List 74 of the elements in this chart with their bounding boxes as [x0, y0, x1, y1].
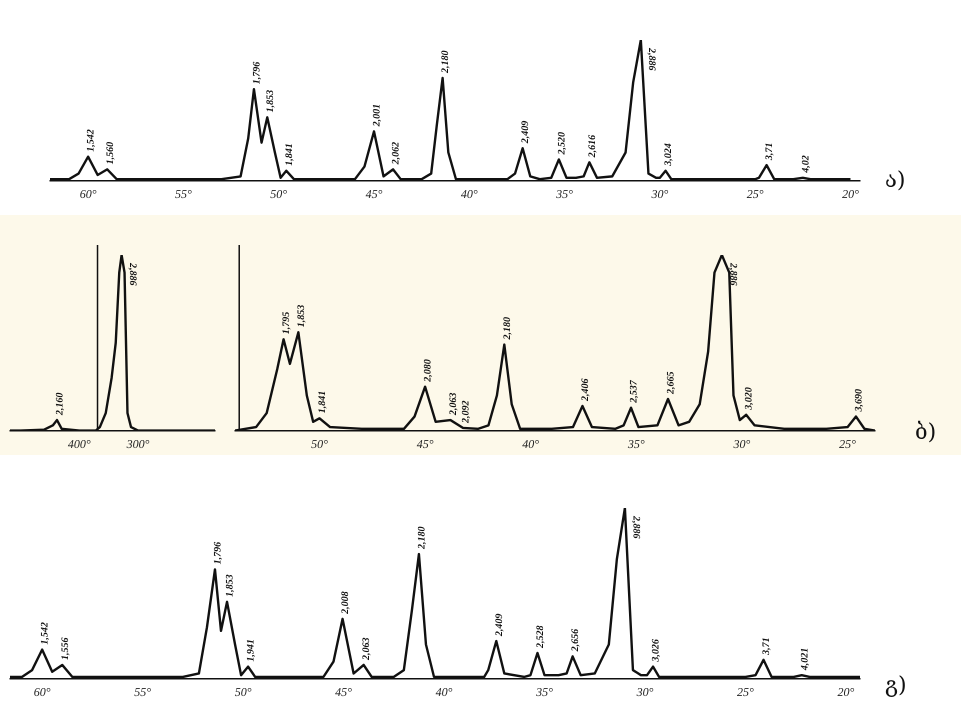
annotation: 1,796	[252, 62, 263, 84]
x-tick-label: 40°	[460, 186, 478, 201]
x-tick-label: 35°	[535, 684, 554, 699]
annotation: 2,409	[494, 614, 505, 638]
x-tick-label: 50°	[270, 186, 288, 201]
annotation: 3,020	[744, 387, 755, 411]
annotation: 2,886	[727, 262, 738, 286]
annotation: 2,080	[422, 359, 434, 383]
annotation: 2,656	[570, 628, 582, 652]
x-tick-label: 60°	[34, 684, 51, 699]
annotation: 1,853	[264, 90, 276, 112]
annotation: 3,026	[650, 639, 662, 663]
annotation: 3,71	[764, 142, 776, 162]
x-tick-label: 50°	[311, 436, 328, 451]
x-tick-label: 55°	[134, 684, 152, 699]
annotation: 2,406	[580, 378, 592, 402]
annotation: 1,796	[212, 542, 224, 564]
annotation: 1,542	[86, 129, 97, 152]
annotation: 2,520	[556, 132, 568, 156]
x-tick-label: 35°	[555, 186, 574, 201]
x-tick-label: 45°	[416, 436, 434, 451]
annotation: 2,063	[361, 637, 372, 661]
x-tick-label: 300°	[126, 436, 150, 451]
text: ა)	[885, 168, 906, 193]
x-tick-label: 30°	[636, 684, 654, 699]
x-tick-label: 45°	[366, 186, 383, 201]
text: გ)	[885, 673, 907, 698]
annotation: 2,665	[666, 371, 677, 395]
x-tick-label: 400°	[68, 436, 91, 451]
annotation: 2,886	[127, 262, 138, 286]
annotation: 2,409	[520, 120, 532, 144]
annotation: 2,180	[440, 50, 452, 74]
annotation: 1,853	[296, 304, 307, 328]
annotation: 3,690	[854, 389, 865, 413]
x-tick-label: 55°	[175, 186, 192, 201]
x-tick-label: 35°	[626, 436, 645, 451]
annotation: 1,841	[284, 143, 295, 166]
annotation: 2,008	[340, 591, 352, 615]
x-tick-label: 40°	[436, 684, 453, 699]
x-tick-label: 50°	[234, 684, 252, 699]
x-tick-label: 30°	[732, 436, 751, 451]
x-tick-label: 30°	[650, 186, 668, 201]
annotation: 2,063	[448, 392, 460, 416]
annotation: 1,795	[281, 312, 292, 334]
annotation: 4,021	[799, 648, 810, 672]
annotation: 3,024	[663, 143, 674, 167]
annotation: 2,886	[646, 47, 658, 70]
x-tick-label: 25°	[746, 186, 764, 201]
annotation: 2,001	[372, 104, 383, 128]
annotation: 1,941	[246, 639, 257, 662]
annotation: 1,841	[317, 390, 328, 414]
annotation: 2,528	[535, 626, 546, 650]
annotation: 3,71	[761, 637, 772, 656]
annotation: 1,542	[40, 622, 51, 645]
annotation: 2,160	[54, 392, 66, 416]
annotation: 1,853	[224, 574, 236, 597]
annotation: 1,556	[60, 637, 71, 660]
annotation: 2,886	[630, 515, 642, 538]
annotation: 2,537	[628, 379, 640, 404]
annotation: 1,560	[104, 142, 116, 164]
x-tick-label: 25°	[737, 684, 754, 699]
annotation: 2,616	[586, 134, 598, 158]
text: ბ)	[915, 420, 936, 445]
x-tick-label: 40°	[522, 436, 540, 451]
x-tick-label: 20°	[838, 684, 855, 699]
annotation: 2,062	[390, 142, 402, 166]
x-tick-label: 45°	[335, 684, 352, 699]
x-tick-label: 20°	[842, 186, 860, 201]
x-tick-label: 25°	[839, 436, 856, 451]
annotation: 2,092	[460, 400, 472, 424]
annotation: 2,180	[502, 317, 513, 341]
annotation: 2,180	[416, 526, 428, 550]
x-tick-label: 60°	[80, 186, 97, 201]
annotation: 4,02	[800, 155, 812, 174]
